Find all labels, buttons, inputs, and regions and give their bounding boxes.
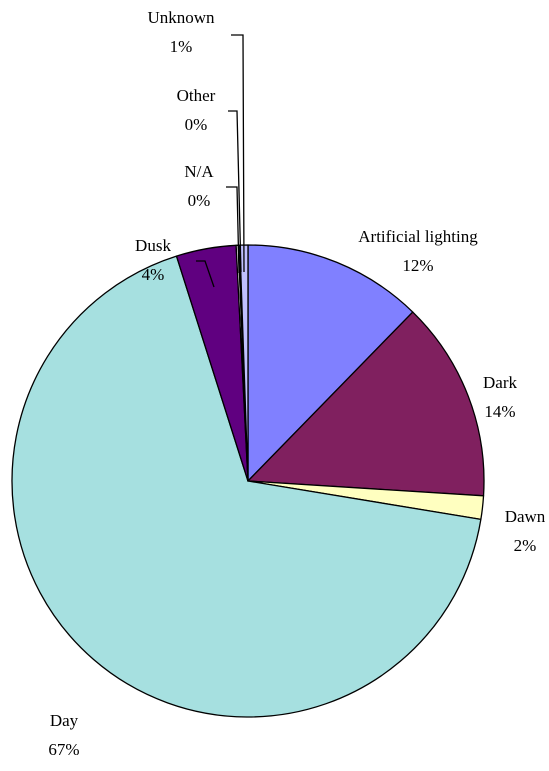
leader-lines xyxy=(196,34,245,288)
slice-percent-dusk: 4% xyxy=(142,265,165,284)
slice-label-day: Day xyxy=(50,711,79,730)
slice-percent-other: 0% xyxy=(185,115,208,134)
slice-percent-dawn: 2% xyxy=(514,536,537,555)
slice-percent-n-a: 0% xyxy=(188,191,211,210)
slice-percent-dark: 14% xyxy=(484,402,515,421)
slice-label-dawn: Dawn xyxy=(505,507,546,526)
pie-slice-dark xyxy=(247,311,485,497)
pie-slices xyxy=(11,244,485,718)
slice-label-dark: Dark xyxy=(483,373,517,392)
slice-label-n-a: N/A xyxy=(184,162,214,181)
pie-slice-artificial-lighting xyxy=(247,244,414,482)
leader-line-n-a xyxy=(226,186,240,274)
slice-label-other: Other xyxy=(177,86,216,105)
slice-percent-unknown: 1% xyxy=(170,37,193,56)
slice-label-dusk: Dusk xyxy=(135,236,171,255)
slice-percent-day: 67% xyxy=(48,740,79,759)
slice-percent-artificial-lighting: 12% xyxy=(402,256,433,275)
pie-slice-day xyxy=(11,255,482,718)
leader-line-dusk xyxy=(196,260,215,288)
leader-line-other xyxy=(228,110,242,273)
slice-labels: Artificial lighting 12% Dark 14% Dawn 2% Day 67… xyxy=(48,8,545,759)
slice-label-unknown: Unknown xyxy=(147,8,215,27)
slice-label-artificial-lighting: Artificial lighting xyxy=(358,227,478,246)
leader-line-unknown xyxy=(231,34,245,273)
